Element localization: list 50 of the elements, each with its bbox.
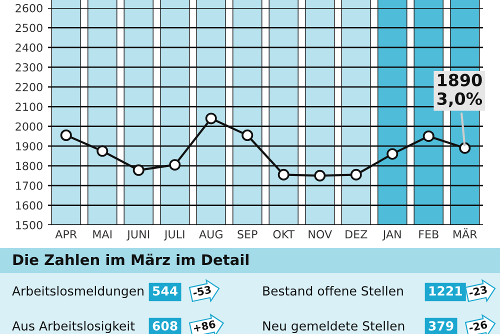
text: +86 — [193, 320, 216, 332]
y-tick-label: 1900 — [16, 142, 42, 150]
point — [60, 129, 72, 142]
point — [422, 130, 434, 142]
text: Die Zahlen im März im Detail — [13, 254, 248, 266]
y-tick-label: 2600 — [16, 4, 42, 12]
x-tick-label: SEP — [238, 230, 258, 238]
y-tick-label: 2000 — [16, 122, 42, 131]
point — [278, 168, 290, 180]
x-tick-label: DEZ — [346, 230, 368, 238]
text: -53 — [192, 285, 212, 297]
point — [386, 148, 398, 160]
x-tick-label: NOV — [308, 230, 332, 238]
x-tick-label: AUG — [199, 230, 222, 238]
point — [314, 170, 326, 182]
y-tick-label: 2100 — [16, 102, 42, 112]
y-tick-label: 1600 — [16, 201, 42, 210]
text: Arbeitslosmeldungen — [12, 286, 144, 298]
y-tick-label: 1700 — [16, 182, 42, 190]
text: -23 — [468, 285, 488, 297]
y-tick-label: 2500 — [16, 24, 42, 32]
y-tick-label: 2400 — [16, 43, 42, 52]
x-tick-label: JUNI — [126, 230, 150, 241]
x-tick-label: MAI — [93, 230, 112, 238]
point — [459, 142, 471, 154]
point — [242, 129, 254, 142]
x-tick-label: OKT — [273, 230, 295, 238]
point — [205, 112, 217, 124]
point — [96, 145, 108, 157]
point — [132, 164, 144, 176]
text: 608 — [152, 321, 178, 331]
text: Aus Arbeitslosigkeit — [12, 320, 135, 334]
x-tick-label: APR — [55, 230, 77, 238]
x-tick-label: JULI — [164, 230, 184, 241]
point — [169, 159, 181, 171]
y-tick-label: 2200 — [16, 82, 42, 92]
text: Bestand offene Stellen — [263, 286, 403, 296]
y-tick-label: 2300 — [16, 63, 42, 72]
text: 544 — [152, 286, 178, 296]
x-tick-label: FEB — [419, 230, 438, 238]
x-tick-label: JAN — [382, 230, 401, 241]
annotation: 1890 3,0% — [437, 74, 482, 108]
x-tick-label: MÄR — [454, 228, 478, 238]
text: 1221 — [429, 286, 462, 296]
text: 379 — [428, 321, 454, 331]
point — [350, 168, 362, 180]
y-tick-label: 1500 — [16, 220, 42, 230]
y-tick-label: 1800 — [16, 162, 42, 170]
text: Neu gemeldete Stellen — [263, 320, 404, 334]
text: -26 — [468, 320, 488, 332]
